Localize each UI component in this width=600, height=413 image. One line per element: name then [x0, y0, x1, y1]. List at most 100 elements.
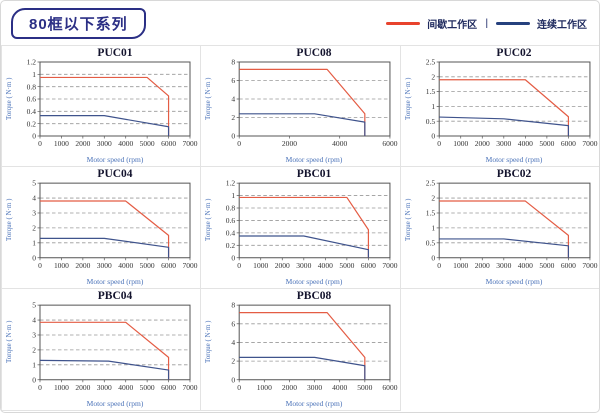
x-tick-label: 6000	[161, 261, 176, 270]
y-axis-label: Torque ( N·m )	[204, 77, 212, 121]
y-tick-label: 2	[231, 357, 235, 366]
chart-cell-pbc04: 0 1 2 3 4 5 0 1000 2000 3000 4000 5000 6000 7000 PBC0…	[1, 289, 201, 411]
x-axis-label: Motor speed (rpm)	[86, 155, 144, 164]
series-line-continuous	[239, 235, 370, 258]
x-tick-label: 3000	[97, 261, 112, 270]
series-line-intermittent	[239, 196, 370, 258]
x-tick-label: 7000	[183, 383, 198, 392]
y-tick-label: 1.2	[27, 58, 37, 67]
x-tick-label: 4000	[518, 139, 533, 148]
x-tick-label: 5000	[539, 261, 554, 270]
intermittent-line-swatch	[386, 22, 421, 25]
x-tick-label: 1000	[54, 261, 69, 270]
x-tick-label: 5000	[339, 261, 354, 270]
y-tick-label: 0.4	[27, 107, 37, 116]
x-tick-label: 2000	[282, 139, 297, 148]
x-tick-label: 6000	[561, 261, 576, 270]
series-line-intermittent	[40, 200, 170, 258]
y-tick-label: 2	[231, 113, 235, 122]
y-tick-label: 1.5	[426, 209, 436, 218]
x-tick-label: 0	[38, 139, 42, 148]
y-axis-label: Torque ( N·m )	[5, 77, 13, 121]
x-tick-label: 3000	[496, 139, 511, 148]
y-tick-label: 1.5	[426, 87, 436, 96]
x-tick-label: 5000	[140, 383, 155, 392]
y-tick-label: 3	[32, 331, 36, 340]
x-tick-label: 0	[237, 261, 241, 270]
y-tick-label: 0.5	[426, 238, 436, 247]
legend-item-continuous: 连续工作区	[496, 16, 587, 31]
plot-frame	[238, 182, 391, 259]
x-tick-label: 7000	[582, 261, 597, 270]
page-title: 80框以下系列	[29, 16, 128, 33]
chart-cell-puc02: 0 0.5 1 1.5 2 2.5 0 1000 2000 3000 4000 5000 6000 700…	[401, 45, 599, 167]
y-tick-label: 1	[431, 102, 435, 111]
x-axis-label: Motor speed (rpm)	[285, 277, 343, 286]
y-tick-label: 5	[32, 301, 36, 310]
plot-frame	[438, 61, 591, 137]
y-tick-label: 2	[431, 194, 435, 203]
x-axis-label: Motor speed (rpm)	[485, 155, 543, 164]
x-tick-label: 1000	[54, 139, 69, 148]
plot-frame	[39, 182, 191, 259]
x-tick-label: 1000	[253, 261, 268, 270]
x-tick-label: 6000	[361, 261, 376, 270]
legend-label: 连续工作区	[537, 20, 587, 31]
y-tick-label: 0	[32, 132, 36, 141]
legend: 间歇工作区 | 连续工作区	[386, 16, 587, 31]
y-tick-label: 0	[32, 253, 36, 262]
x-tick-label: 0	[237, 139, 241, 148]
x-tick-label: 6000	[161, 383, 176, 392]
x-tick-label: 1000	[453, 139, 468, 148]
x-tick-label: 0	[437, 139, 441, 148]
legend-label: 间歇工作区	[427, 20, 478, 31]
torque-speed-chart: 0 1 2 3 4 5 0 1000 2000 3000 4000 5000 6000 7000	[32, 179, 198, 270]
series-line-intermittent	[439, 200, 570, 258]
series-line-intermittent	[439, 79, 570, 136]
y-tick-label: 2	[32, 345, 36, 354]
chart-title: PUC01	[97, 47, 133, 59]
y-axis-label: Torque ( N·m )	[5, 198, 13, 242]
torque-speed-chart: 0 2 4 6 8 0 1000 2000 3000 4000 5000 6000	[231, 301, 397, 392]
x-tick-label: 1000	[257, 383, 272, 392]
x-tick-label: 0	[38, 261, 42, 270]
page-header: 80框以下系列 间歇工作区 | 连续工作区	[1, 1, 599, 45]
x-tick-label: 4000	[518, 261, 533, 270]
legend-item-intermittent: 间歇工作区	[386, 16, 477, 31]
chart-title: PBC08	[296, 290, 332, 302]
chart-title: PUC02	[496, 47, 532, 59]
chart-cell-pbc08: 0 2 4 6 8 0 1000 2000 3000 4000 5000 6000 PBC08 Tor…	[201, 289, 401, 411]
y-tick-label: 6	[231, 76, 235, 85]
y-tick-label: 8	[231, 301, 235, 310]
x-tick-label: 4000	[118, 139, 133, 148]
legend-separator: |	[485, 18, 488, 29]
series-line-continuous	[439, 116, 570, 136]
chart-title: PUC08	[296, 47, 332, 59]
chart-cell-pbc02: 0 0.5 1 1.5 2 2.5 0 1000 2000 3000 4000 5000 6000 700…	[401, 167, 599, 289]
y-tick-label: 2.5	[426, 179, 436, 188]
x-tick-label: 2000	[282, 383, 297, 392]
y-tick-label: 0	[431, 132, 435, 141]
x-tick-label: 1000	[54, 383, 69, 392]
y-tick-label: 0.6	[27, 95, 37, 104]
x-tick-label: 7000	[183, 261, 198, 270]
x-axis-label: Motor speed (rpm)	[285, 155, 343, 164]
y-tick-label: 0.6	[226, 216, 236, 225]
x-tick-label: 6000	[161, 139, 176, 148]
torque-speed-chart: 0 0.2 0.4 0.6 0.8 1 1.2 0 1000 2000 3000 4000 5000 60…	[27, 58, 198, 148]
y-axis-label: Torque ( N·m )	[204, 198, 212, 242]
x-tick-label: 6000	[382, 139, 397, 148]
series-line-intermittent	[40, 321, 170, 380]
x-tick-label: 5000	[140, 139, 155, 148]
y-tick-label: 2	[32, 223, 36, 232]
x-tick-label: 6000	[382, 383, 397, 392]
y-tick-label: 1	[32, 70, 36, 79]
y-axis-label: Torque ( N·m )	[404, 77, 412, 121]
torque-speed-chart: 0 0.2 0.4 0.6 0.8 1 1.2 0 1000 2000 3000 4000 5000 60…	[226, 179, 398, 270]
x-tick-label: 2000	[75, 383, 90, 392]
y-tick-label: 1	[32, 238, 36, 247]
y-tick-label: 4	[231, 338, 235, 347]
x-tick-label: 2000	[475, 261, 490, 270]
x-tick-label: 5000	[539, 139, 554, 148]
